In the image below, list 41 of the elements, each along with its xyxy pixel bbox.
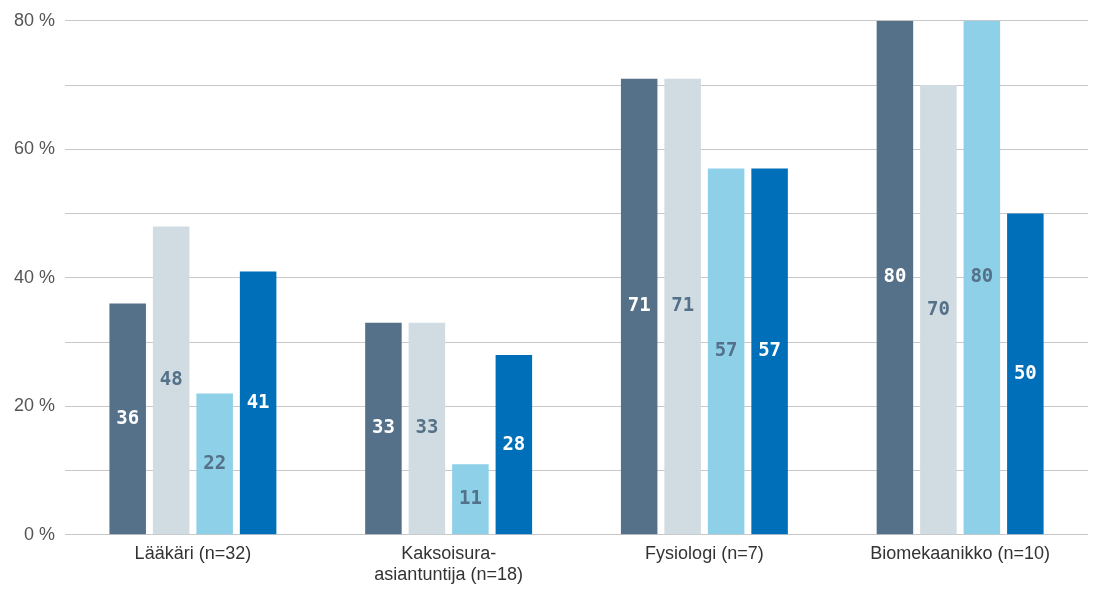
data-label: 80 [883, 264, 907, 287]
data-label: 71 [627, 293, 651, 316]
data-label: 41 [246, 389, 270, 412]
data-label: 50 [1013, 360, 1037, 383]
x-tick-label: Fysiologi (n=7) [645, 542, 764, 563]
x-tick-label: Biomekaanikko (n=10) [870, 542, 1050, 563]
bar [239, 271, 277, 535]
bar [876, 20, 914, 535]
bar [408, 322, 446, 535]
y-tick-label: 40 % [14, 266, 56, 287]
data-label: 36 [116, 405, 140, 428]
bar [707, 168, 745, 535]
bar [963, 20, 1001, 535]
bar [109, 303, 146, 535]
y-tick-label: 20 % [14, 395, 56, 416]
bar [152, 226, 190, 535]
data-label: 57 [714, 338, 738, 361]
data-label: 70 [926, 296, 950, 319]
bar [196, 393, 233, 535]
y-tick-label: 80 % [14, 9, 56, 30]
data-label: 57 [758, 338, 782, 361]
data-label: 71 [671, 293, 695, 316]
data-label: 11 [458, 486, 482, 509]
data-label: 80 [970, 264, 994, 287]
data-label: 28 [502, 431, 526, 454]
bar [620, 78, 658, 535]
bar [365, 322, 402, 535]
y-tick-label: 60 % [14, 138, 56, 159]
data-label: 33 [371, 415, 395, 438]
data-label: 48 [159, 367, 183, 390]
data-label: 22 [203, 450, 227, 473]
x-tick-label: Kaksoisura- asiantuntija (n=18) [374, 542, 523, 585]
bar [664, 78, 701, 535]
bar [452, 464, 489, 535]
bar [920, 85, 957, 535]
y-tick-label: 0 % [24, 523, 56, 544]
bar [495, 354, 533, 535]
bar [751, 168, 788, 535]
bar [1007, 213, 1044, 535]
x-tick-label: Lääkäri (n=32) [134, 542, 252, 563]
data-label: 33 [415, 415, 439, 438]
